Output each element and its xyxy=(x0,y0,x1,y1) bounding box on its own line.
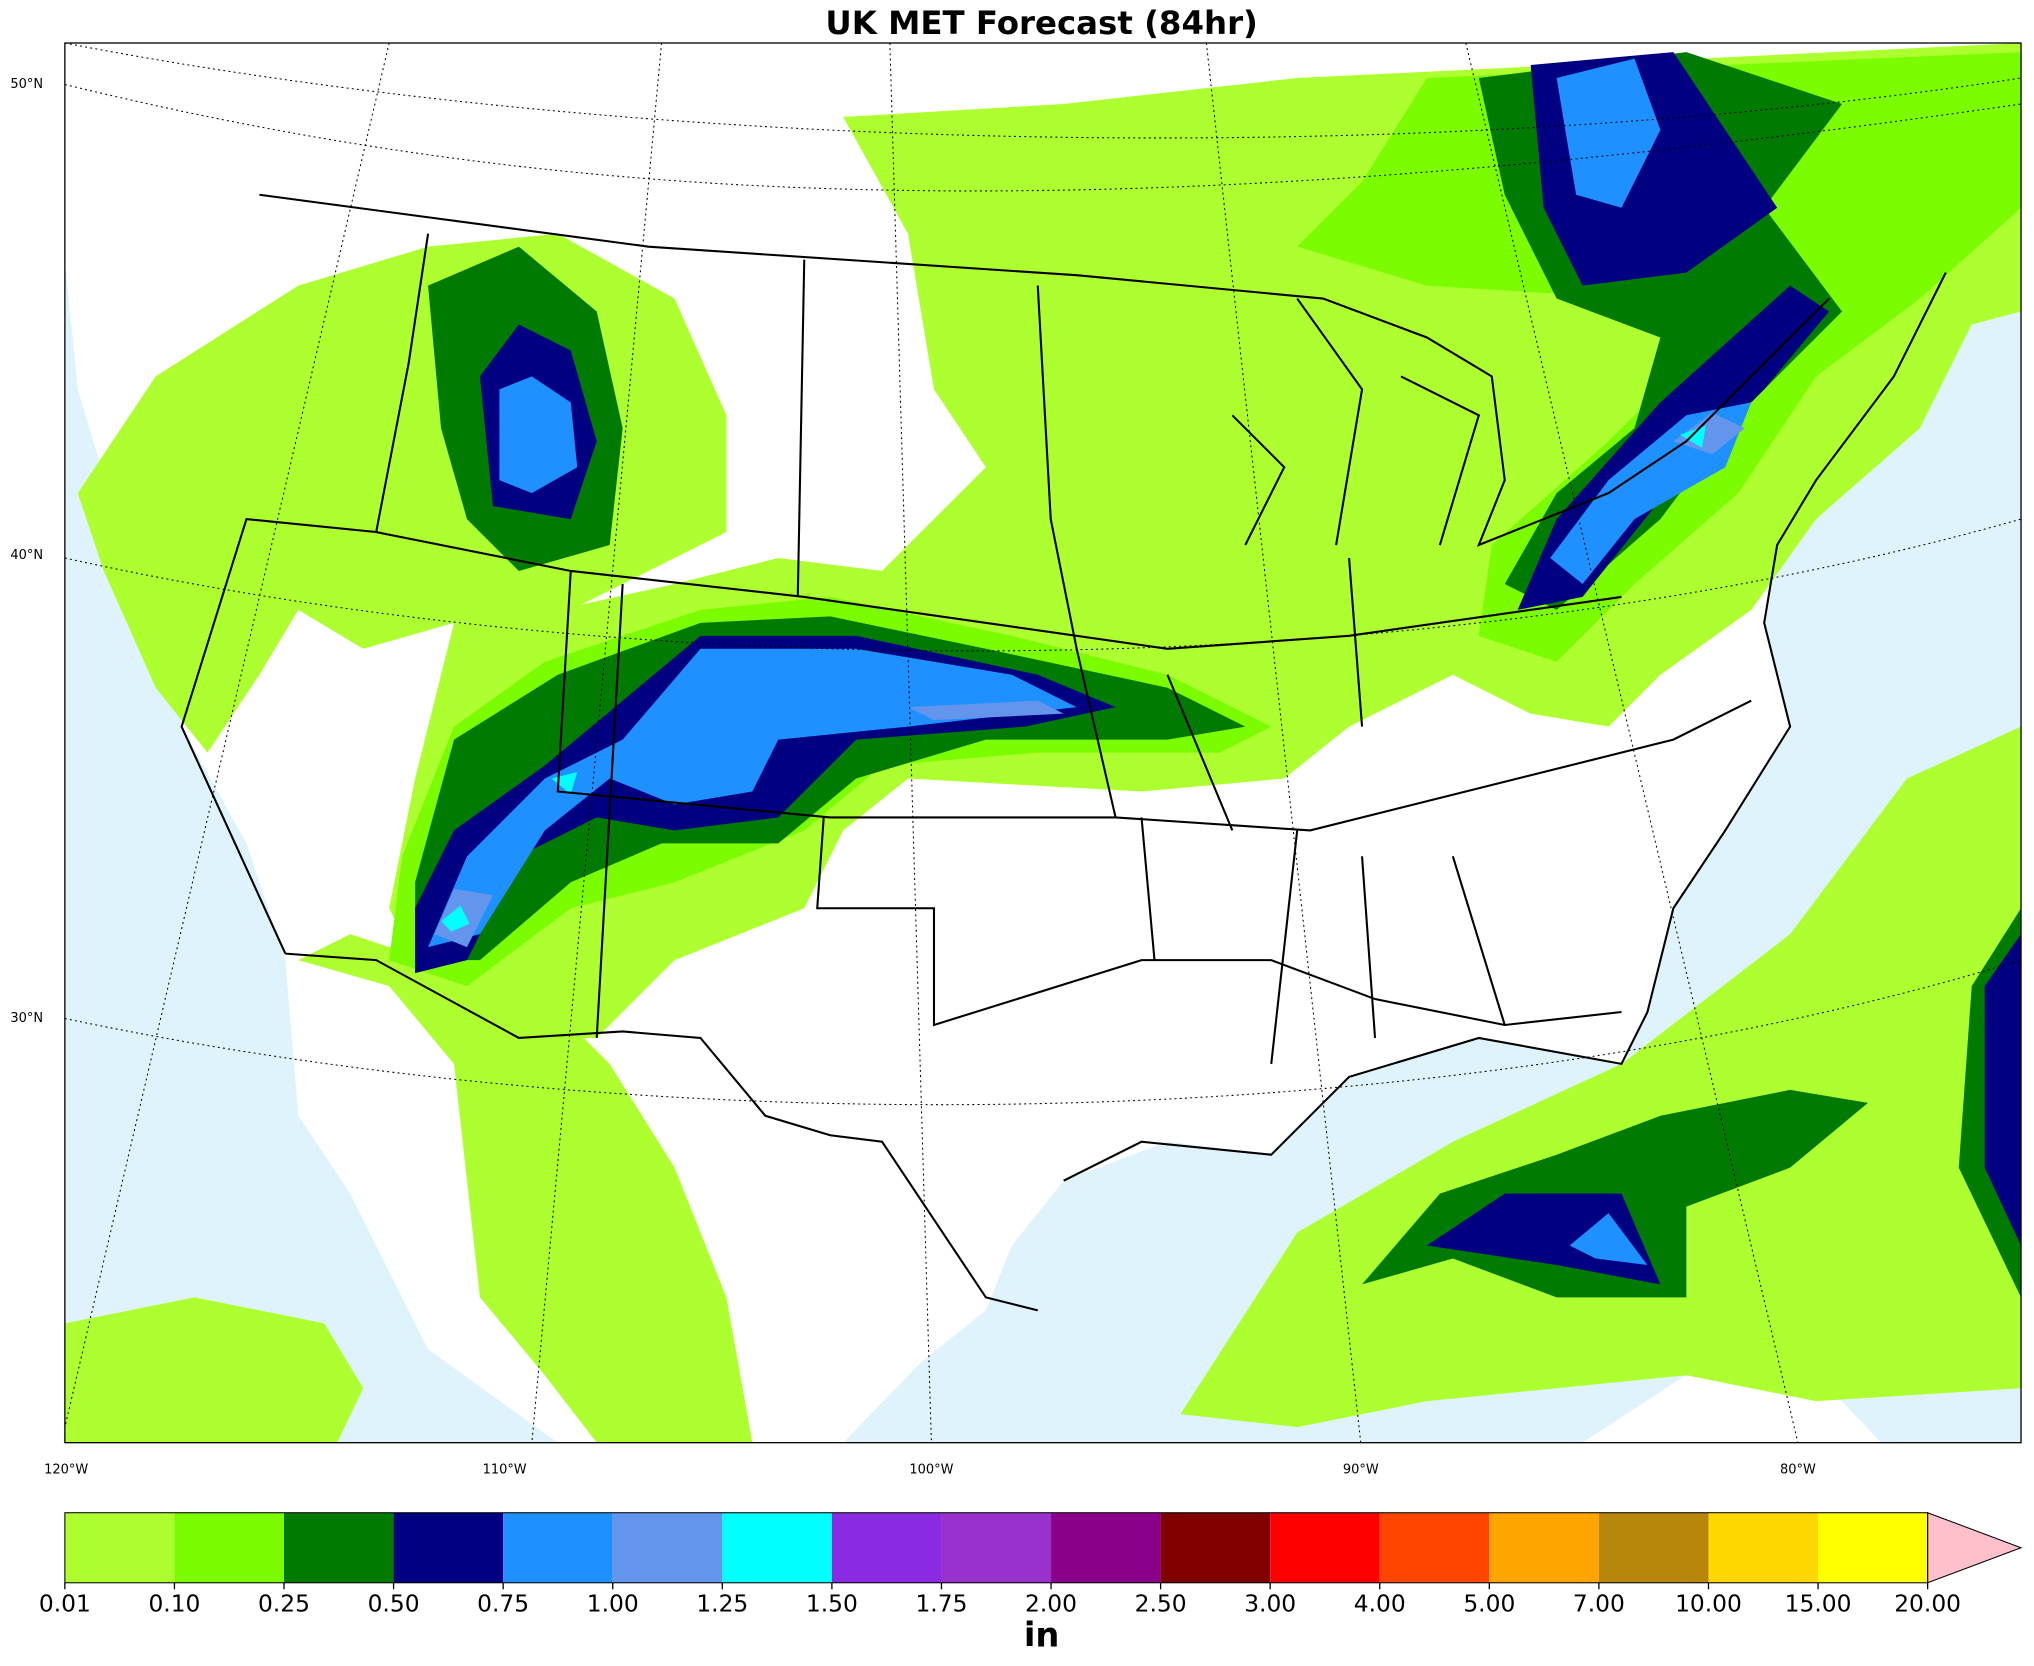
lon-label: 80°W xyxy=(1780,1462,1816,1477)
meridian xyxy=(1465,43,1799,1443)
precip-area xyxy=(1556,58,1661,208)
precip-area xyxy=(1426,1193,1661,1285)
colorbar-swatch xyxy=(174,1512,285,1583)
lon-label: 90°W xyxy=(1343,1462,1379,1477)
colorbar-tick-label: 5.00 xyxy=(1463,1589,1515,1617)
colorbar-tick-label: 0.50 xyxy=(368,1589,420,1617)
meridian xyxy=(531,43,663,1443)
precip-area xyxy=(1569,1213,1648,1265)
colorbar-tick-label: 20.00 xyxy=(1894,1589,1961,1617)
colorbar-swatch xyxy=(1379,1512,1490,1583)
colorbar-swatch xyxy=(503,1512,613,1583)
colorbar-swatch xyxy=(1818,1512,1928,1583)
colorbar-tick-label: 7.00 xyxy=(1573,1589,1625,1617)
parallel xyxy=(64,518,2022,652)
lon-labels: 120°W 110°W 100°W 90°W 80°W xyxy=(44,1462,1816,1477)
colorbar-swatch xyxy=(1270,1512,1380,1583)
precip-area xyxy=(1297,52,2022,662)
precip-area xyxy=(1679,425,1706,448)
precip-area xyxy=(441,905,470,932)
colorbar-frame xyxy=(64,1512,1929,1584)
lon-label: 120°W xyxy=(44,1462,88,1477)
state-lines xyxy=(180,233,1752,1065)
colorbar-swatch xyxy=(722,1512,832,1583)
colorbar-tick-label: 1.50 xyxy=(806,1589,858,1617)
colorbar-tick-label: 3.00 xyxy=(1244,1589,1296,1617)
colorbar-tick-label: 0.75 xyxy=(477,1589,529,1617)
colorbar-swatch xyxy=(1051,1512,1161,1583)
border xyxy=(259,193,1830,547)
colorbar-extend xyxy=(1927,1511,2023,1584)
coastline xyxy=(1063,272,1947,1182)
map-frame xyxy=(64,42,2022,1444)
colorbar-unit: in xyxy=(1024,1616,1060,1655)
colorbar-tick-label: 1.25 xyxy=(696,1589,748,1617)
map xyxy=(64,43,2022,1443)
colorbar-swatch xyxy=(393,1512,504,1583)
colorbar-swatch xyxy=(1489,1512,1599,1583)
meridian xyxy=(1205,43,1362,1443)
colorbar-tick-label: 1.00 xyxy=(587,1589,639,1617)
precip-area xyxy=(64,1297,364,1443)
colorbar-tick-label: 0.25 xyxy=(258,1589,310,1617)
title: UK MET Forecast (84hr) xyxy=(825,4,1257,42)
lakes xyxy=(1231,297,1481,546)
colorbar-tick-label: 0.01 xyxy=(39,1589,91,1617)
colorbar-swatch xyxy=(1598,1512,1709,1583)
colorbar-tick-label: 0.10 xyxy=(148,1589,200,1617)
colorbar-tick-label: 2.50 xyxy=(1135,1589,1187,1617)
colorbar-swatch xyxy=(1708,1512,1819,1583)
precip-area xyxy=(499,376,578,494)
colorbar-tick-label: 15.00 xyxy=(1785,1589,1852,1617)
colorbar-tick-label: 4.00 xyxy=(1354,1589,1406,1617)
colorbar-tick-label: 2.00 xyxy=(1025,1589,1077,1617)
colorbar-tick-label: 10.00 xyxy=(1675,1589,1742,1617)
colorbar-swatch xyxy=(831,1512,942,1583)
precip-area xyxy=(298,934,753,1443)
lat-labels: 50°N 40°N 30°N xyxy=(10,77,43,1026)
precip-area xyxy=(1984,934,2022,1246)
colorbar-swatch xyxy=(941,1512,1052,1583)
lon-label: 110°W xyxy=(483,1462,527,1477)
lat-label: 50°N xyxy=(10,77,43,92)
border xyxy=(285,952,1039,1312)
precip-area xyxy=(908,700,1064,721)
lat-label: 30°N xyxy=(10,1011,43,1026)
lon-label: 100°W xyxy=(909,1462,953,1477)
colorbar-swatch xyxy=(612,1512,723,1583)
colorbar-swatch xyxy=(64,1512,175,1583)
precip-area xyxy=(1673,412,1745,455)
colorbar-swatch xyxy=(284,1512,394,1583)
land-cuba xyxy=(1582,1349,1881,1443)
colorbar-tick-label: 1.75 xyxy=(915,1589,967,1617)
colorbar: 0.01 0.10 0.25 0.50 0.75 1.00 1.25 1.50 1.75 2.00… xyxy=(39,1511,2023,1617)
meridian xyxy=(64,43,390,1428)
lat-label: 40°N xyxy=(10,548,43,563)
precip-area xyxy=(428,648,1077,948)
colorbar-swatch xyxy=(1160,1512,1271,1583)
parallel xyxy=(64,43,2022,139)
